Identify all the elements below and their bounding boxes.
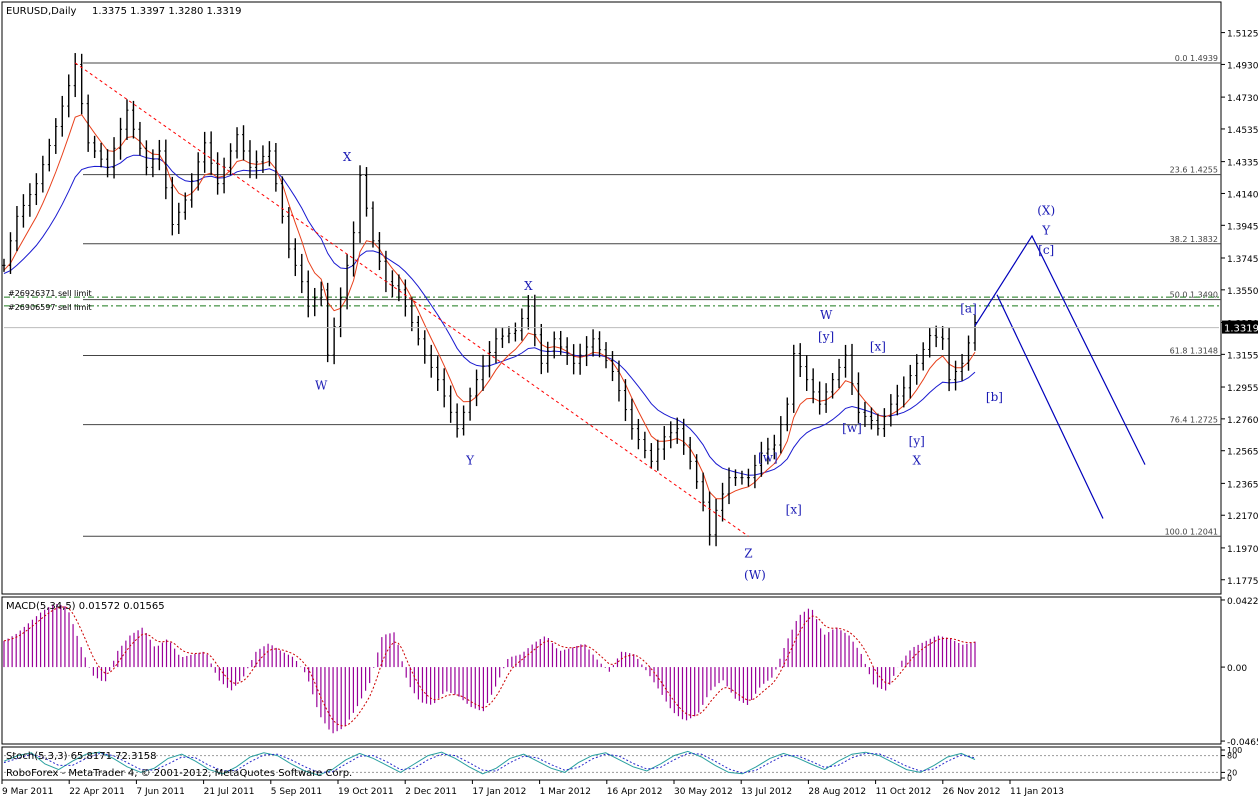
fib-level-label: 61.8 1.3148 xyxy=(1170,346,1218,355)
price-tick-label: 1.3945 xyxy=(1227,222,1258,232)
wave-label: [y] xyxy=(818,329,834,343)
time-tick-label: 9 Mar 2011 xyxy=(2,787,53,797)
price-tick-label: 1.2565 xyxy=(1227,448,1258,458)
wave-label: (X) xyxy=(1037,204,1055,218)
macd-signal-line xyxy=(3,606,976,727)
wave-label: X xyxy=(524,279,533,293)
current-price-label: 1.3319 xyxy=(1224,324,1258,335)
price-tick-label: 1.4140 xyxy=(1227,190,1258,200)
wave-label: [b] xyxy=(986,390,1003,404)
time-tick-label: 2 Dec 2011 xyxy=(405,787,457,797)
fib-level-label: 0.0 1.4939 xyxy=(1175,54,1218,63)
wave-labels: X W Y X W [y] [x] [w] [w] [x] [y] X Z (W) [a] [b] (X) Y [c… xyxy=(315,150,1055,582)
price-axis: 1.5125 1.4930 1.4730 1.4535 1.4335 1.4140 1.39… xyxy=(1221,30,1258,587)
wave-label: X xyxy=(343,150,352,164)
wave-label: [y] xyxy=(909,434,925,448)
price-tick-label: 1.3550 xyxy=(1227,287,1258,297)
fib-level-label: 38.2 1.3832 xyxy=(1170,235,1218,244)
time-tick-label: 5 Sep 2011 xyxy=(271,787,322,797)
chart-title: EURUSD,Daily xyxy=(6,6,77,17)
macd-tick-label: -0.04654 xyxy=(1227,738,1258,748)
time-tick-label: 28 Aug 2012 xyxy=(808,787,866,797)
time-tick-label: 16 Apr 2012 xyxy=(607,787,663,797)
fib-level-label: 76.4 1.2725 xyxy=(1170,416,1218,425)
wave-label: [x] xyxy=(786,503,802,517)
price-tick-label: 1.4930 xyxy=(1227,61,1258,71)
projection-lines[interactable] xyxy=(974,234,1146,519)
price-bars xyxy=(2,53,977,547)
fibonacci-retracement[interactable]: 0.0 1.4939 23.6 1.4255 38.2 1.3832 50.0 1.3… xyxy=(83,54,1221,537)
red-trendline[interactable] xyxy=(74,62,749,537)
price-tick-label: 1.5125 xyxy=(1227,30,1258,40)
price-tick-label: 1.3745 xyxy=(1227,255,1258,265)
price-tick-label: 1.2760 xyxy=(1227,416,1258,426)
price-tick-label: 1.4730 xyxy=(1227,94,1258,104)
projection-upper xyxy=(974,234,1146,465)
projection-lower xyxy=(996,294,1104,519)
stoch-signal-line xyxy=(3,752,976,774)
price-tick-label: 1.3155 xyxy=(1227,351,1258,361)
ohlc-values: 1.3375 1.3397 1.3280 1.3319 xyxy=(92,6,242,17)
main-price-pane[interactable] xyxy=(1,1,1222,595)
wave-label: Y xyxy=(1041,223,1051,237)
fib-level-label: 50.0 1.3490 xyxy=(1170,291,1218,300)
macd-tick-label: 0.04222 xyxy=(1227,597,1258,607)
wave-label: [c] xyxy=(1038,243,1054,257)
wave-label: [a] xyxy=(960,302,977,316)
time-tick-label: 26 Nov 2012 xyxy=(943,787,1001,797)
macd-pane[interactable] xyxy=(1,596,1222,745)
sell-limit-label: #26906597 sell limit xyxy=(8,303,92,312)
stoch-tick-label: 100 xyxy=(1227,746,1242,755)
wave-label: X xyxy=(912,454,921,468)
time-tick-label: 1 Mar 2012 xyxy=(540,787,591,797)
stoch-tick-label: 80 xyxy=(1227,752,1237,761)
time-tick-label: 11 Jan 2013 xyxy=(1010,787,1064,797)
price-tick-label: 1.1775 xyxy=(1227,577,1258,587)
fib-level-label: 100.0 1.2041 xyxy=(1165,527,1218,536)
price-tick-label: 1.2955 xyxy=(1227,384,1258,394)
sell-limit-orders[interactable]: #26926371 sell limit #26906597 sell limit xyxy=(4,289,1219,312)
time-tick-label: 7 Jun 2011 xyxy=(136,787,184,797)
macd-axis: 0.04222 0.00 -0.04654 xyxy=(1221,597,1258,748)
stoch-title: Stoch(5,3,3) 65.8171 72.3158 xyxy=(6,751,157,762)
wave-label: [x] xyxy=(870,339,886,353)
price-tick-label: 1.2365 xyxy=(1227,480,1258,490)
stoch-tick-label: 0 xyxy=(1227,774,1232,783)
time-tick-label: 22 Apr 2011 xyxy=(69,787,125,797)
price-tick-label: 1.1970 xyxy=(1227,545,1258,555)
price-tick-label: 1.2170 xyxy=(1227,512,1258,522)
time-axis: 9 Mar 2011 22 Apr 2011 7 Jun 2011 21 Jul 20… xyxy=(1,780,1064,797)
sell-limit-label: #26926371 sell limit xyxy=(8,289,92,298)
time-tick-label: 21 Jul 2011 xyxy=(204,787,255,797)
current-price-box xyxy=(1222,320,1258,334)
stoch-tick-label: 20 xyxy=(1227,768,1237,777)
wave-label: Y xyxy=(465,454,475,468)
price-tick-label: 1.4535 xyxy=(1227,126,1258,136)
time-tick-label: 13 Jul 2012 xyxy=(741,787,792,797)
macd-histogram xyxy=(3,604,976,734)
stochastic-pane[interactable] xyxy=(1,746,1222,781)
fib-level-label: 23.6 1.4255 xyxy=(1170,166,1218,175)
wave-label: W xyxy=(820,308,833,322)
macd-title: MACD(5,34,5) 0.01572 0.01565 xyxy=(6,601,165,612)
wave-label: (W) xyxy=(744,568,766,582)
wave-label: [w] xyxy=(758,450,778,464)
time-tick-label: 30 May 2012 xyxy=(674,787,733,797)
price-tick-label: 1.4335 xyxy=(1227,159,1258,169)
current-price-marker: 1.3319 xyxy=(4,320,1258,335)
time-tick-label: 17 Jan 2012 xyxy=(472,787,526,797)
macd-tick-label: 0.00 xyxy=(1227,664,1247,674)
stochastic-lines xyxy=(3,750,1219,776)
wave-label: Z xyxy=(744,547,752,561)
footer-copyright: RoboForex - MetaTrader 4, © 2001-2012, M… xyxy=(6,768,352,779)
time-tick-label: 19 Oct 2011 xyxy=(338,787,394,797)
wave-label: [w] xyxy=(842,421,862,435)
wave-label: W xyxy=(315,378,328,392)
time-tick-label: 11 Oct 2012 xyxy=(876,787,932,797)
